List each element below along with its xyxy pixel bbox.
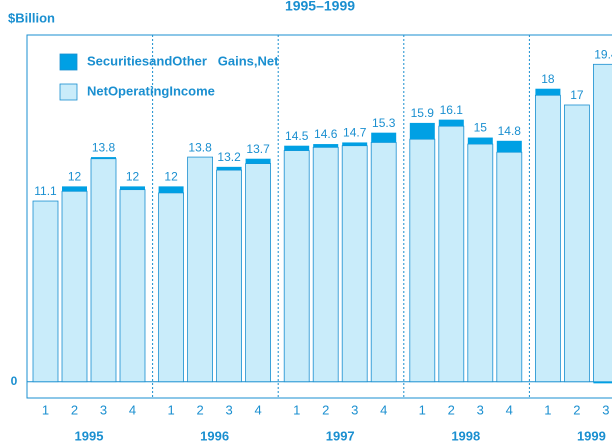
bar-segment	[535, 88, 561, 96]
bar-segment	[313, 144, 339, 148]
x-tick-label: 2	[71, 402, 78, 417]
total-label: 14.7	[343, 126, 367, 140]
bar-segment	[342, 142, 368, 146]
total-label: 19.4	[594, 47, 612, 61]
total-label: 13.8	[92, 140, 116, 154]
bar-segment	[467, 137, 493, 145]
bar-segment	[187, 156, 214, 383]
bar-segment	[284, 145, 310, 151]
bar-segment	[438, 125, 465, 383]
total-label: 15.9	[411, 106, 435, 120]
bar-segment	[158, 186, 184, 193]
bar-segment	[496, 151, 523, 383]
legend-label: NetOperatingIncome	[87, 83, 215, 98]
total-label: 14.8	[498, 124, 522, 138]
x-tick-label: 2	[322, 402, 329, 417]
bar-segment	[593, 63, 612, 383]
bar-segment	[593, 381, 612, 384]
x-tick-label: 4	[129, 402, 136, 417]
bar-segment	[216, 166, 242, 171]
bar-segment	[283, 150, 310, 383]
bar-segment	[535, 94, 561, 383]
x-tick-label: 1	[293, 402, 300, 417]
total-label: 11.1	[34, 184, 57, 198]
x-tick-label: 2	[573, 402, 580, 417]
bar-segment	[409, 138, 436, 383]
x-tick-label: 3	[477, 402, 484, 417]
bar-segment	[312, 146, 339, 383]
x-tick-label: 3	[351, 402, 358, 417]
legend: SecuritiesandOther Gains,Net NetOperating…	[59, 53, 279, 101]
year-label: 1999	[577, 428, 606, 443]
bar-segment	[564, 104, 590, 383]
bar-segment	[341, 145, 368, 383]
total-label: 17	[570, 88, 584, 102]
bar-segment	[216, 169, 243, 383]
x-tick-label: 3	[100, 402, 107, 417]
bar-segment	[62, 186, 87, 192]
bar-segment	[158, 192, 185, 383]
bar-segment	[409, 122, 435, 140]
legend-swatch	[59, 83, 78, 101]
x-tick-label: 4	[380, 402, 387, 417]
year-label: 1996	[200, 428, 229, 443]
total-label: 15	[474, 121, 488, 135]
bar-segment	[438, 119, 464, 127]
bar-segment	[245, 163, 272, 383]
total-label: 15.3	[372, 116, 396, 130]
total-label: 16.1	[440, 103, 464, 117]
bar-segment	[61, 190, 88, 383]
bar-segment	[90, 158, 117, 383]
x-tick-label: 4	[506, 402, 513, 417]
total-label: 13.8	[188, 140, 212, 154]
total-label: 13.2	[217, 150, 241, 164]
bar-segment	[119, 189, 146, 383]
total-label: 14.6	[314, 127, 338, 141]
year-label: 1997	[326, 428, 355, 443]
legend-swatch	[59, 53, 78, 71]
x-tick-label: 3	[602, 402, 609, 417]
year-label: 1995	[75, 428, 104, 443]
bar-segment	[496, 140, 522, 153]
chart-title: 1995–1999	[285, 0, 355, 14]
bar-segment	[371, 132, 397, 143]
x-tick-label: 4	[254, 402, 261, 417]
x-tick-label: 1	[167, 402, 174, 417]
year-label: 1998	[451, 428, 480, 443]
bar-segment	[467, 143, 494, 383]
x-tick-label: 1	[544, 402, 551, 417]
bar-segment	[91, 157, 116, 159]
bar-segment	[245, 158, 271, 164]
legend-label: SecuritiesandOther Gains,Net	[87, 53, 279, 68]
total-label: 13.7	[246, 142, 270, 156]
total-label: 14.5	[285, 129, 309, 143]
y-axis-label: $Billion	[8, 10, 55, 25]
x-tick-label: 2	[448, 402, 455, 417]
x-tick-label: 3	[225, 402, 232, 417]
total-label: 12	[68, 170, 82, 184]
total-label: 12	[164, 170, 178, 184]
bar-segment	[370, 142, 397, 383]
bar-segment	[32, 200, 59, 383]
total-label: 12	[126, 170, 140, 184]
total-label: 18	[541, 72, 555, 86]
bar-segment	[120, 186, 145, 190]
x-tick-label: 1	[419, 402, 426, 417]
y-tick-label: 0	[11, 374, 18, 388]
x-tick-label: 2	[196, 402, 203, 417]
x-tick-label: 1	[42, 402, 49, 417]
